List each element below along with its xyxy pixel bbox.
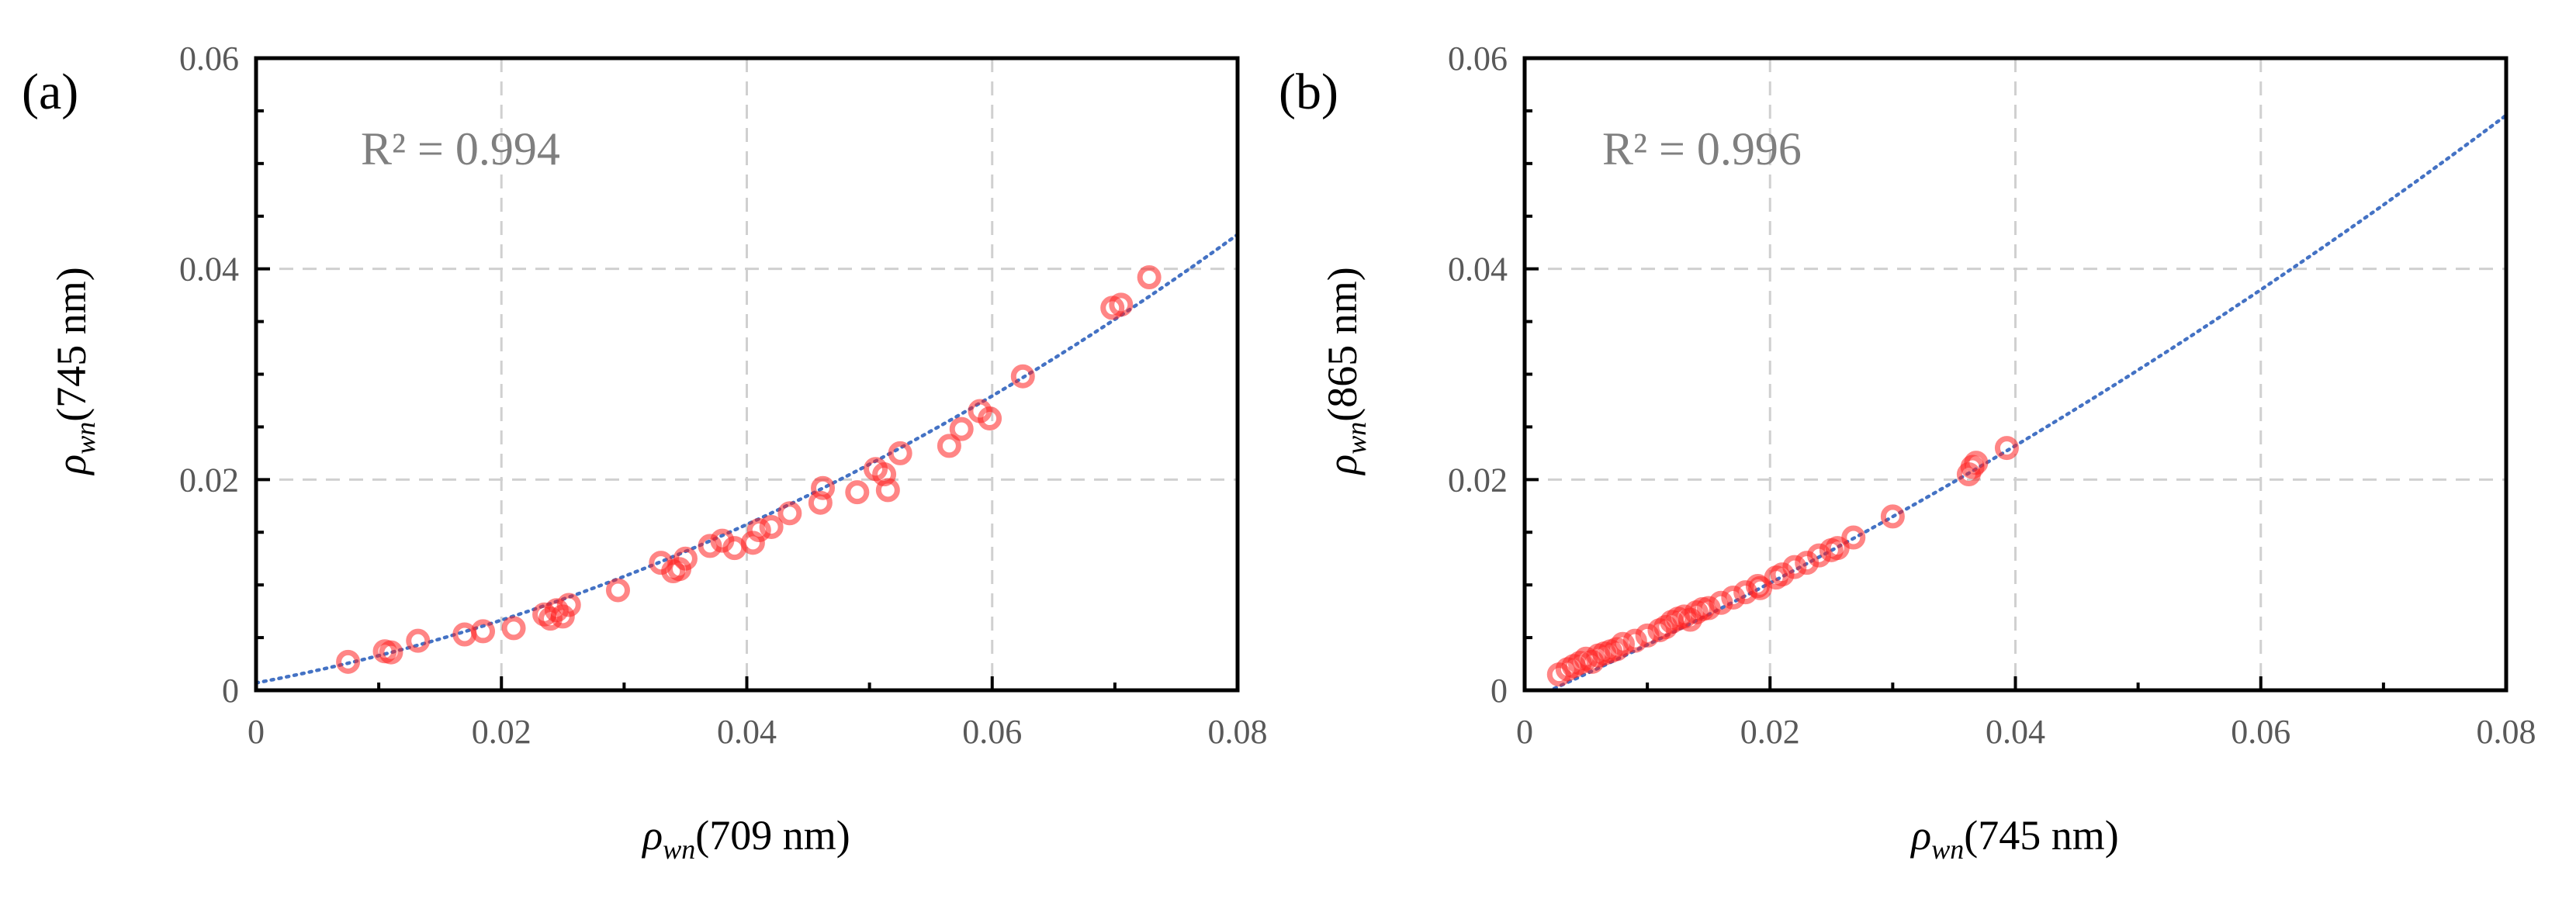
panel-b-ytick-label-3: 0.06 [1448,40,1508,78]
panel-a-point-29 [872,462,897,487]
panel-a-point-35 [1010,364,1035,389]
panel-a-point-17 [698,534,722,558]
panel-a-xtick-label-4: 0.08 [1208,713,1268,751]
panel-a-point-24 [808,490,833,515]
panel-b-point-29 [1782,555,1807,579]
panel-b-point-33 [1825,536,1850,561]
panel-b-x-axis-symbol: ρ [1909,812,1931,859]
panel-b-point-22 [1709,590,1733,615]
panel-a-grid [256,58,1238,690]
panel-a-point-0 [336,649,361,674]
panel-a-xtick-label-0: 0 [248,713,265,751]
panel-b-trendline [1552,113,2508,691]
panel-a-point-30 [888,441,912,465]
panel-b-x-axis-label: ρwn(745 nm) [1909,812,2118,865]
panel-b-point-10 [1611,631,1635,656]
panel-a-point-26 [845,480,870,505]
panel-b-point-23 [1721,585,1746,610]
panel-b-ytick-label-1: 0.02 [1448,461,1508,499]
panel-a-point-11 [556,593,581,617]
panel-a-point-4 [452,622,477,647]
panel-a-point-38 [1137,265,1162,290]
panel-a-y-axis-subscript: wn [70,422,101,454]
panel-a-point-25 [811,475,836,500]
panel-b-point-21 [1696,596,1721,620]
panel-a-y-axis-label: ρwn(745 nm) [48,267,101,475]
panel-b-point-38 [1964,451,1989,475]
panel-a-x-axis-subscript: wn [663,834,695,865]
panel-b-point-12 [1635,623,1660,648]
panel-b-label: (b) [1279,64,1338,120]
panel-b-xtick-label-4: 0.08 [2477,713,2536,751]
panel-b-y-tick-labels: 0 0.02 0.04 0.06 [1448,40,1508,710]
panel-b-point-26 [1748,575,1773,600]
panel-a-point-22 [759,514,784,539]
panel-a-y-axis-symbol: ρ [48,454,95,476]
panel-b-x-axis-subscript: wn [1931,834,1964,865]
panel-a-xtick-label-1: 0.02 [472,713,531,751]
panel-a-point-3 [406,628,431,653]
panel-a-label: (a) [22,64,78,120]
panel-a-point-6 [501,616,526,641]
panel-b-xtick-label-0: 0 [1516,713,1533,751]
panel-a-point-34 [978,406,1002,431]
panel-b-point-35 [1880,504,1905,529]
panel-a-x-tick-labels: 0 0.02 0.04 0.06 0.08 [248,713,1268,751]
panel-b-point-11 [1622,628,1647,653]
panel-b-x-tick-labels: 0 0.02 0.04 0.06 0.08 [1516,713,2536,751]
panel-a-ytick-label-3: 0.06 [179,40,239,78]
panel-a-point-12 [605,578,630,603]
panel-b-axes [1522,56,2508,693]
panel-b-r-squared: R² = 0.996 [1602,123,1802,175]
panel-b-x-axis-rest: (745 nm) [1964,812,2118,859]
panel-a-point-16 [673,546,698,571]
panel-a-point-37 [1109,292,1134,317]
panel-b-trend-curve [1552,113,2508,691]
panel-a-points [336,265,1162,674]
panel-b-grid [1525,58,2506,690]
panel-a-ytick-label-2: 0.04 [179,251,239,289]
panel-b-ytick-label-0: 0 [1491,672,1508,710]
panel-a-point-2 [379,640,403,665]
panel-a-ytick-label-0: 0 [222,672,239,710]
panel-a-axes [254,56,1240,693]
panel-a-ytick-label-1: 0.02 [179,461,239,499]
panel-a-point-21 [746,518,771,543]
panel-a-y-tick-labels: 0 0.02 0.04 0.06 [179,40,239,710]
panel-a-x-axis-symbol: ρ [641,812,663,859]
panel-a-xtick-label-3: 0.06 [962,713,1022,751]
panel-a-point-31 [937,434,961,458]
panel-a-x-axis-rest: (709 nm) [695,812,850,859]
panel-b-point-34 [1841,525,1866,550]
panel-b-y-axis-rest: (865 nm) [1319,267,1366,421]
panel-b-y-axis-symbol: ρ [1319,454,1366,476]
panel-a-point-23 [777,501,802,526]
panel-b: 0 0.02 0.04 0.06 0.08 0 0.02 0.04 0.06 (b) R² =… [1279,40,2536,865]
panel-b-xtick-label-2: 0.04 [1986,713,2045,751]
panel-b-ytick-label-2: 0.04 [1448,251,1508,289]
panel-a-point-32 [949,416,974,441]
panel-a-x-axis-label: ρwn(709 nm) [641,812,850,865]
panel-b-points [1546,436,2019,687]
panel-b-y-axis-subscript: wn [1341,422,1372,454]
panel-a-point-5 [471,619,496,644]
panel-b-xtick-label-1: 0.02 [1740,713,1800,751]
panel-b-xtick-label-3: 0.06 [2231,713,2290,751]
panel-a-r-squared: R² = 0.994 [361,123,560,175]
panel-b-y-axis-label: ρwn(865 nm) [1319,267,1372,475]
panel-a: 0 0.02 0.04 0.06 0.08 0 0.02 0.04 0.06 (a) R² =… [22,40,1268,865]
panel-a-xtick-label-2: 0.04 [717,713,777,751]
panel-a-y-axis-rest: (745 nm) [48,267,95,421]
panel-b-point-39 [1994,436,2019,461]
